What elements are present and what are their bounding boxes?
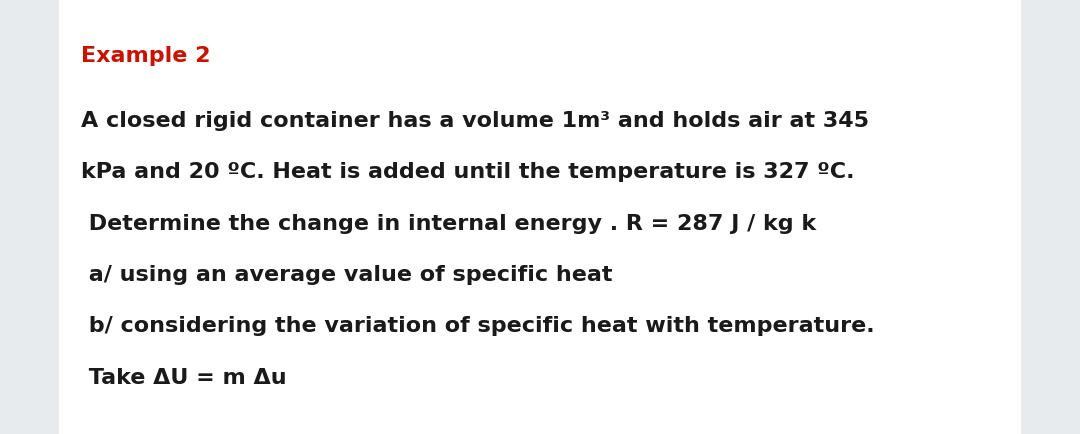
Text: Take ΔU = m Δu: Take ΔU = m Δu <box>81 367 286 387</box>
Text: kPa and 20 ºC. Heat is added until the temperature is 327 ºC.: kPa and 20 ºC. Heat is added until the t… <box>81 162 854 182</box>
Text: A closed rigid container has a volume 1m³ and holds air at 345: A closed rigid container has a volume 1m… <box>81 111 869 131</box>
FancyBboxPatch shape <box>59 0 1021 434</box>
Text: Determine the change in internal energy . R = 287 J / kg k: Determine the change in internal energy … <box>81 213 816 233</box>
Text: b/ considering the variation of specific heat with temperature.: b/ considering the variation of specific… <box>81 316 875 335</box>
Text: a/ using an average value of specific heat: a/ using an average value of specific he… <box>81 264 612 284</box>
Text: Example 2: Example 2 <box>81 46 211 66</box>
